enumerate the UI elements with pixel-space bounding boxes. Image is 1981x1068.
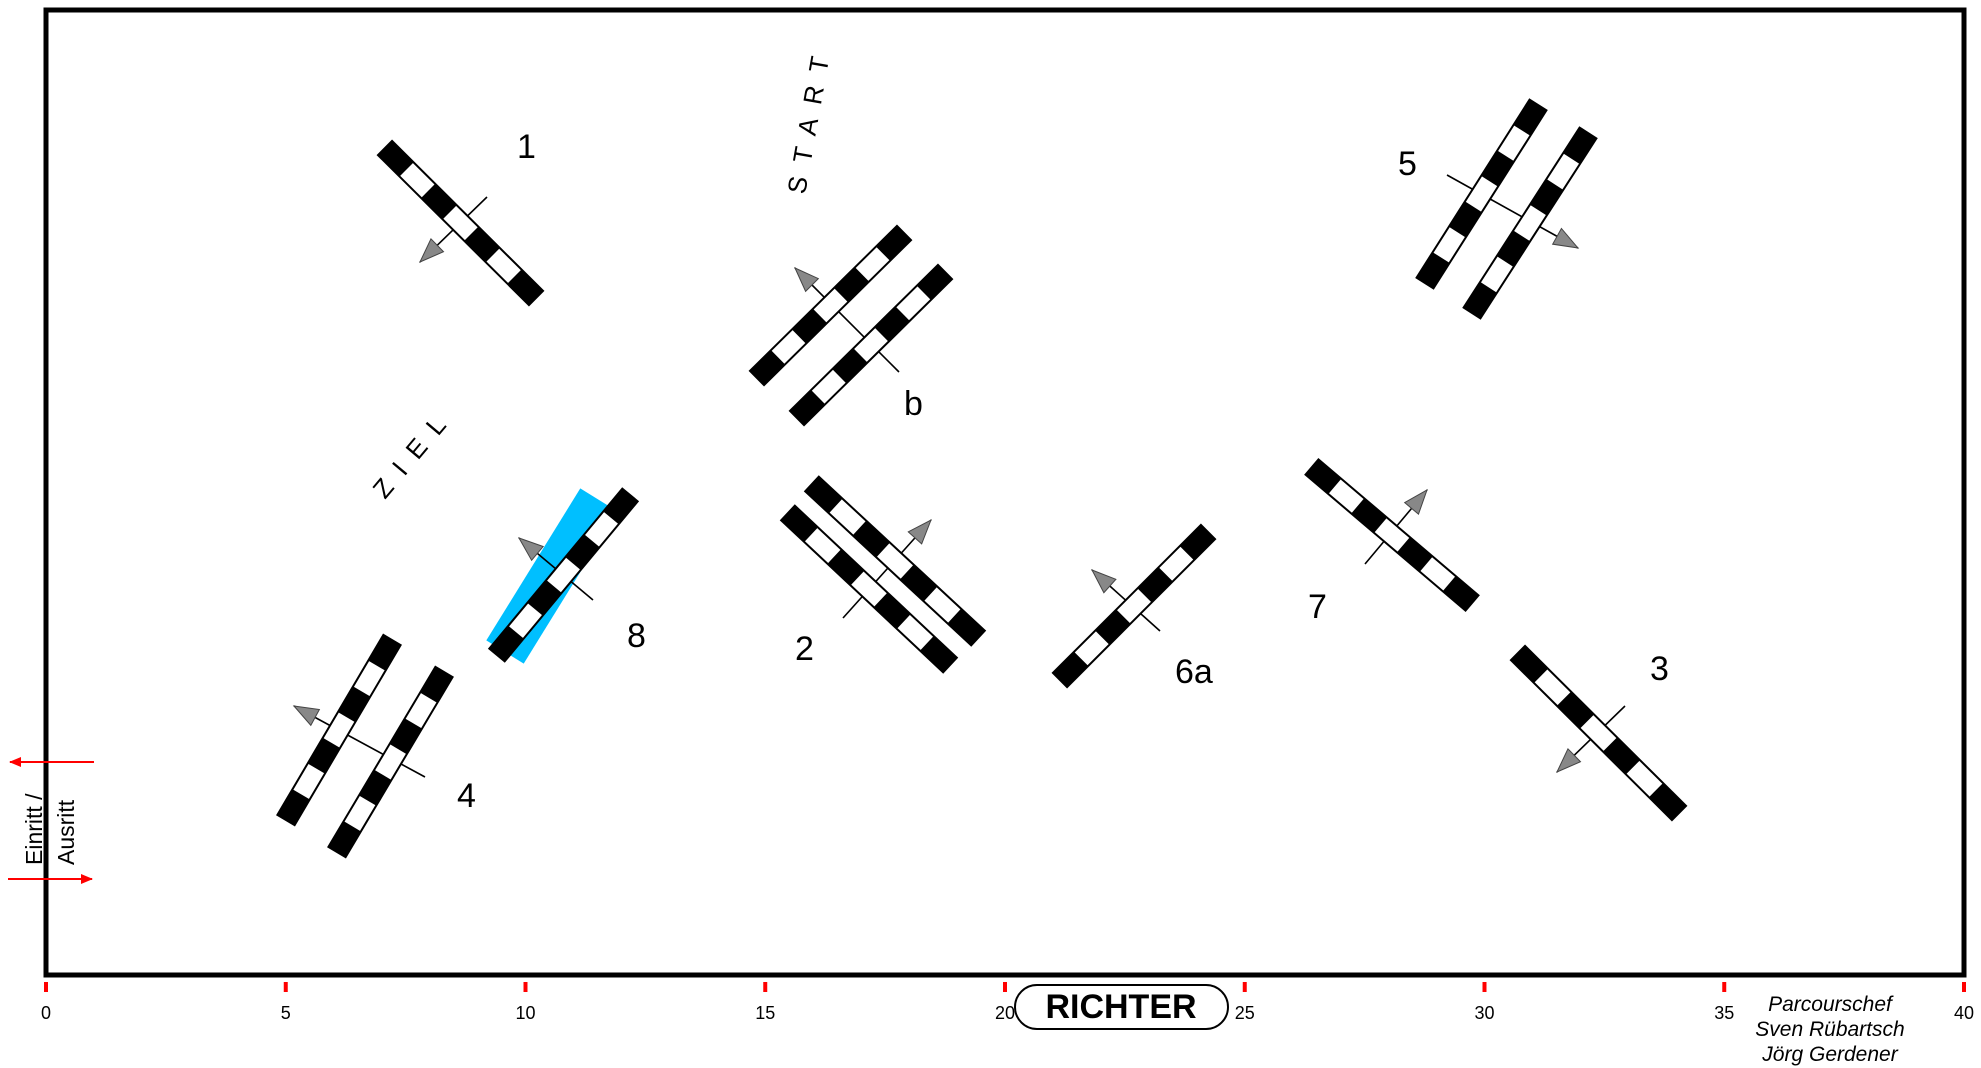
obstacle-6a — [1051, 523, 1217, 689]
obstacle-2-pole-1 — [779, 504, 959, 674]
obstacle-4-pole-2 — [327, 665, 454, 859]
distance-scale: 0 5 10 15 20 25 30 35 40 — [41, 982, 1974, 1023]
judge-label: RICHTER — [1045, 988, 1196, 1026]
arena-border — [43, 7, 1967, 978]
scale-tick-label: 35 — [1714, 1003, 1734, 1023]
obstacle-5-pole-1 — [1415, 98, 1548, 290]
obstacle-7 — [1304, 457, 1480, 613]
obstacle-b — [748, 224, 954, 427]
obstacle-4-pole-1 — [276, 633, 402, 827]
judge-box: RICHTER — [1014, 984, 1229, 1030]
obstacle-4-direction-arrow — [292, 705, 426, 778]
obstacle-b-direction-arrow — [793, 266, 900, 373]
obstacle-8 — [487, 487, 640, 663]
obstacle-3-pole-1 — [1509, 644, 1688, 822]
obstacle-6a-pole-1 — [1051, 523, 1217, 689]
obstacle-number-6a: 6a — [1175, 653, 1213, 691]
gate-label-line1: Einritt / — [21, 793, 47, 865]
obstacle-8-pole-1 — [487, 487, 640, 663]
judge-box-outline — [1014, 984, 1229, 1030]
obstacle-2 — [779, 475, 987, 674]
obstacle-number-8: 8 — [627, 617, 646, 655]
obstacle-3 — [1509, 644, 1688, 822]
obstacle-2-pole-2 — [803, 475, 987, 647]
scale-tick-label: 10 — [515, 1003, 535, 1023]
obstacle-2-direction-arrow — [842, 518, 932, 619]
scale-tick-label: 20 — [995, 1003, 1015, 1023]
obstacle-1-pole-1 — [376, 139, 545, 307]
scale-tick-label: 0 — [41, 1003, 51, 1023]
credit-name-1: Sven Rübartsch — [1755, 1018, 1904, 1041]
obstacle-number-1: 1 — [517, 128, 536, 166]
obstacle-b-pole-1 — [748, 224, 913, 387]
start-label: START — [781, 40, 837, 196]
obstacle-5 — [1415, 98, 1598, 320]
obstacle-5-direction-arrow — [1446, 174, 1580, 249]
obstacle-number-2: 2 — [795, 630, 814, 668]
scale-tick-label: 15 — [755, 1003, 775, 1023]
obstacle-1 — [376, 139, 545, 307]
obstacle-7-pole-1 — [1304, 457, 1480, 613]
entry-exit-gate: Einritt / Ausritt — [8, 757, 94, 884]
obstacles — [276, 98, 1688, 859]
obstacle-number-7: 7 — [1308, 588, 1327, 626]
obstacle-number-5: 5 — [1398, 145, 1417, 183]
course-designer-credit: Parcourschef Sven Rübartsch Jörg Gerdene… — [1755, 993, 1904, 1066]
credit-name-2: Jörg Gerdener — [1761, 1043, 1898, 1066]
credit-title: Parcourschef — [1768, 993, 1894, 1016]
obstacle-number-3: 3 — [1650, 650, 1669, 688]
scale-tick-label: 5 — [281, 1003, 291, 1023]
scale-tick-label: 40 — [1954, 1003, 1974, 1023]
scale-tick-label: 25 — [1235, 1003, 1255, 1023]
obstacle-4 — [276, 633, 454, 859]
obstacle-number-4: 4 — [457, 777, 476, 815]
scale-tick-label: 30 — [1474, 1003, 1494, 1023]
obstacle-number-b: b — [904, 385, 923, 423]
obstacle-5-pole-2 — [1462, 126, 1598, 320]
finish-label: ZIEL — [367, 400, 461, 504]
obstacle-b-pole-2 — [788, 263, 954, 427]
gate-label-line2: Ausritt — [53, 799, 79, 865]
